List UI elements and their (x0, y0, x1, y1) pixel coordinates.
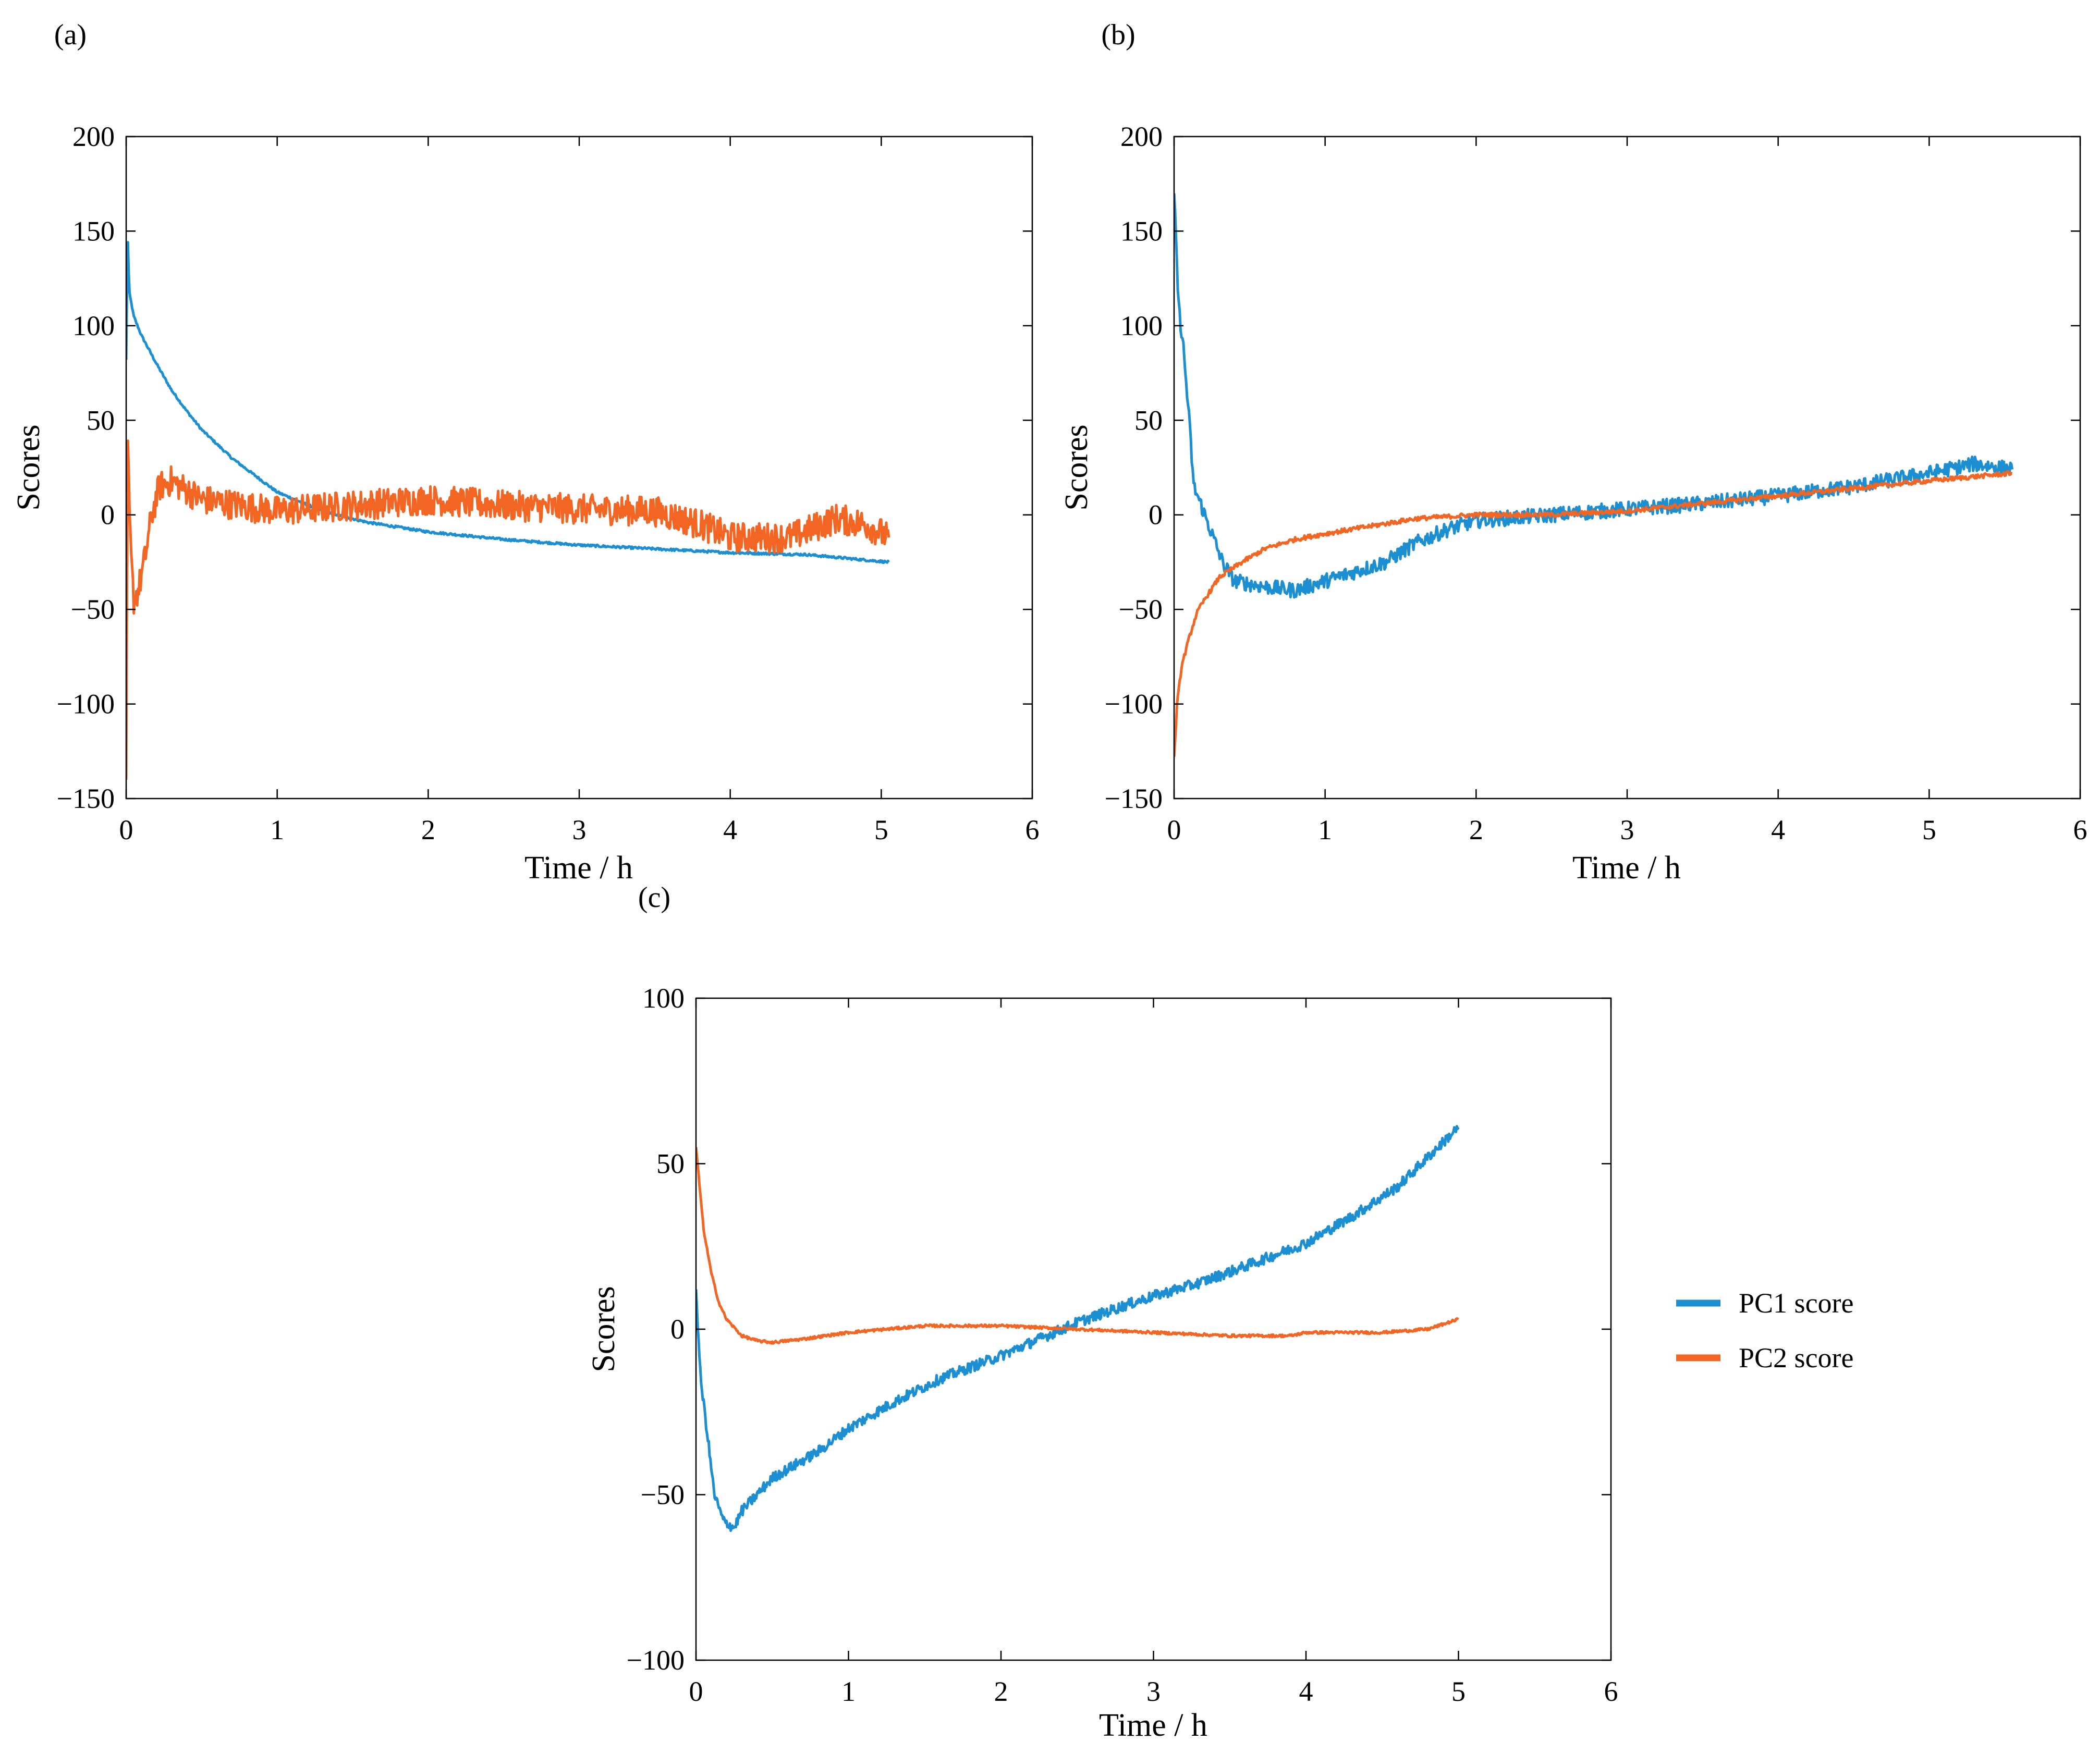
y-tick-label: −150 (1105, 783, 1163, 814)
y-axis-label: Scores (586, 1286, 621, 1372)
y-tick-label: 0 (670, 1314, 685, 1345)
y-tick-label: 50 (656, 1148, 685, 1180)
x-tick-label: 2 (1469, 814, 1483, 845)
series-line-pc2-score (696, 1147, 1459, 1345)
x-tick-label: 6 (1604, 1676, 1618, 1707)
series-line-pc1-score (1174, 193, 2014, 599)
x-tick-label: 3 (572, 814, 587, 845)
series-line-pc1-score (126, 241, 890, 564)
plot-frame (695, 997, 1612, 1661)
y-axis-label: Scores (11, 424, 46, 510)
panel-b: (b) 0 1 2 3 4 5 6 −150 −100 −50 0 50 100 150 200 Time / … (1059, 19, 2087, 886)
panel-label: (a) (54, 19, 87, 51)
legend-label-pc2: PC2 score (1739, 1342, 1853, 1373)
legend: PC1 score PC2 score (1676, 1287, 1853, 1373)
y-tick-label: −50 (71, 594, 115, 625)
series-line-pc2-score (1174, 470, 2013, 757)
x-tick-label: 1 (1318, 814, 1332, 845)
y-tick-label: 200 (72, 121, 115, 152)
x-tick-label: 2 (994, 1676, 1008, 1707)
y-tick-label: −100 (1105, 689, 1163, 720)
x-tick-label: 1 (270, 814, 284, 845)
x-tick-label: 5 (1451, 1676, 1466, 1707)
panel-a: (a) 0 1 2 3 4 5 6 −150 −100 −50 0 50 100 150 200 Time / … (11, 19, 1040, 886)
x-tick-label: 5 (1922, 814, 1936, 845)
y-tick-label: −100 (627, 1645, 685, 1676)
x-axis-label: Time / h (1099, 1708, 1207, 1743)
x-tick-label: 1 (841, 1676, 856, 1707)
y-tick-label: 50 (1134, 404, 1163, 436)
panel-label: (b) (1101, 19, 1135, 51)
y-axis-label: Scores (1059, 424, 1094, 510)
series-line-pc2-score (126, 439, 890, 780)
legend-label-pc1: PC1 score (1739, 1287, 1853, 1319)
x-tick-label: 2 (421, 814, 435, 845)
x-tick-label: 4 (1771, 814, 1785, 845)
y-tick-label: 0 (1149, 499, 1163, 531)
y-tick-label: −50 (1119, 594, 1163, 625)
y-tick-label: 100 (1120, 310, 1163, 341)
series-line-pc1-score (696, 1125, 1460, 1532)
x-tick-label: 5 (874, 814, 888, 845)
x-tick-label: 3 (1146, 1676, 1161, 1707)
x-tick-label: 3 (1620, 814, 1634, 845)
x-tick-label: 0 (119, 814, 133, 845)
x-tick-label: 0 (1167, 814, 1181, 845)
y-tick-label: 150 (1120, 215, 1163, 247)
y-tick-label: 200 (1120, 121, 1163, 152)
y-tick-label: 100 (72, 310, 115, 341)
y-tick-label: 150 (72, 215, 115, 247)
x-axis-label: Time / h (524, 850, 633, 886)
y-tick-label: 50 (87, 404, 115, 436)
y-tick-label: −100 (57, 689, 115, 720)
y-tick-label: −150 (57, 783, 115, 814)
y-tick-label: 0 (101, 499, 115, 531)
x-tick-label: 0 (689, 1676, 703, 1707)
x-tick-label: 6 (1025, 814, 1040, 845)
plot-frame (125, 136, 1033, 800)
panel-c: (c) 0 1 2 3 4 5 6 −100 −50 0 50 100 Time / h Scores (586, 881, 1618, 1743)
panel-label: (c) (638, 881, 670, 914)
x-tick-label: 4 (1299, 1676, 1313, 1707)
x-tick-label: 6 (2073, 814, 2087, 845)
x-tick-label: 4 (723, 814, 737, 845)
y-tick-label: 100 (642, 983, 685, 1014)
x-axis-label: Time / h (1572, 850, 1681, 886)
y-tick-label: −50 (641, 1479, 685, 1511)
